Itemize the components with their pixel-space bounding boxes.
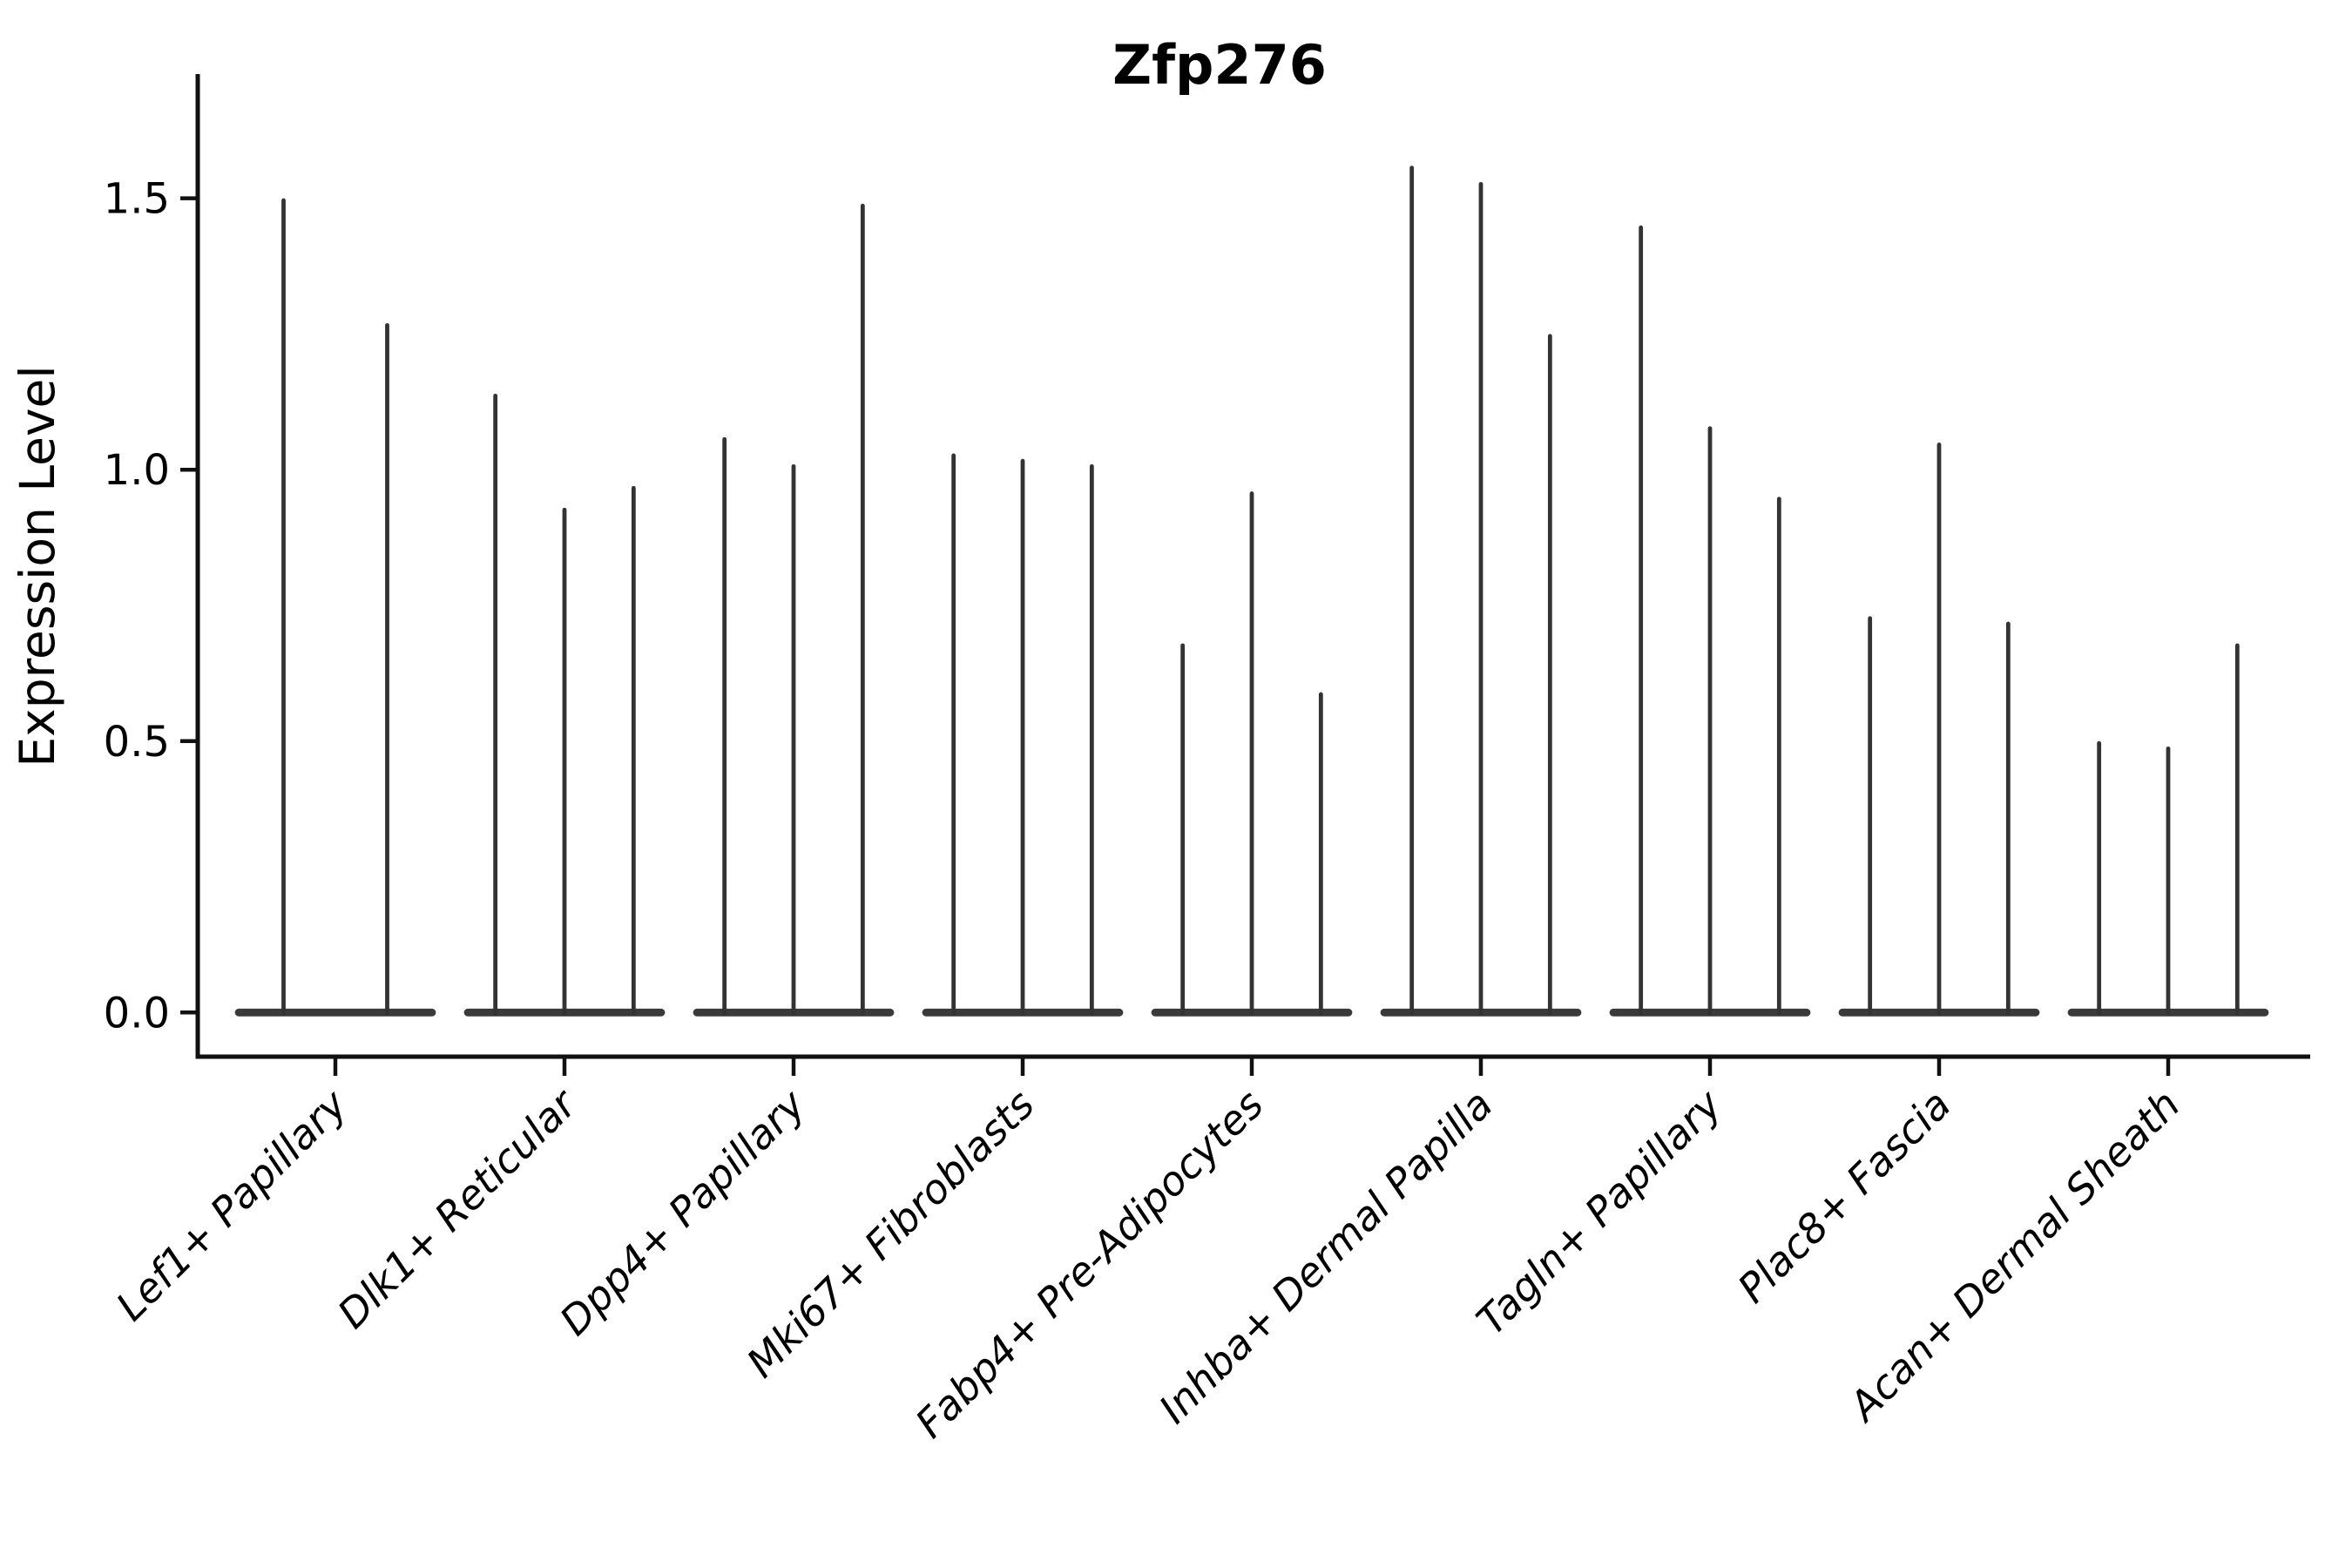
- x-tick-label: Dlk1+ Reticular: [328, 1078, 587, 1337]
- violin-group: [463, 393, 666, 1017]
- violin-group: [1838, 443, 2040, 1017]
- violin-group: [922, 453, 1124, 1017]
- violin-group: [693, 203, 895, 1017]
- violin-group: [2067, 643, 2269, 1017]
- violin-group: [1380, 166, 1582, 1017]
- y-axis-label: Expression Level: [10, 365, 65, 767]
- violin-group: [1151, 491, 1353, 1017]
- violin-group: [234, 198, 436, 1017]
- y-tick-label: 1.5: [104, 175, 170, 224]
- violin-group: [1609, 225, 1811, 1017]
- chart-title: Zfp276: [1112, 33, 1327, 97]
- x-tick-label: Lef1+ Papillary: [107, 1080, 356, 1329]
- y-tick-label: 1.0: [104, 446, 170, 495]
- x-tick-label: Plac8+ Fascia: [1728, 1081, 1959, 1312]
- y-tick-label: 0.0: [104, 989, 170, 1037]
- y-axis-ticks: 0.0 0.5 1.0 1.5: [104, 175, 198, 1037]
- y-tick-label: 0.5: [104, 718, 170, 767]
- x-tick-label: Dpp4+ Papillary: [551, 1080, 814, 1344]
- x-tick-label: Tagln+ Papillary: [1467, 1080, 1731, 1344]
- violin-series: [234, 166, 2269, 1017]
